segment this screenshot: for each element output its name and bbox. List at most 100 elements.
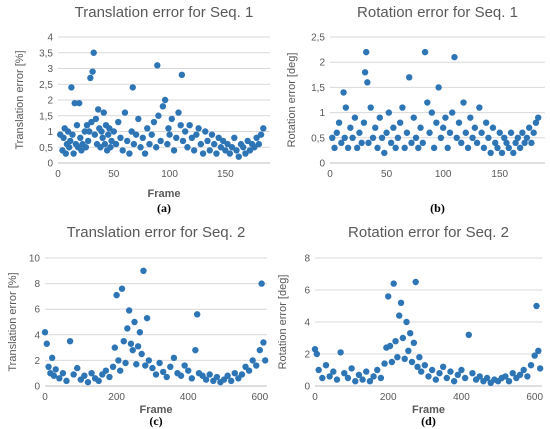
chart-a-data-point: [106, 125, 113, 132]
chart-d-data-point: [469, 370, 476, 377]
chart-b-data-point: [417, 124, 424, 131]
chart-a-data-point: [126, 150, 133, 157]
chart-b-data-point: [485, 134, 492, 141]
chart-a-data-point: [77, 134, 84, 141]
chart-d-x-tick-label: 600: [526, 392, 543, 403]
chart-c-data-point: [134, 343, 142, 350]
chart-d-data-point: [322, 362, 330, 369]
chart-b-data-point: [347, 124, 354, 131]
chart-c-data-point: [262, 357, 269, 364]
chart-a-data-point: [253, 134, 260, 141]
chart-a-data-point: [202, 128, 209, 135]
chart-b-data-point: [433, 119, 440, 126]
chart-b-data-point: [492, 139, 499, 147]
chart-a-data-point: [78, 147, 85, 154]
chart-a-data-point: [100, 109, 107, 116]
chart-b-data-point: [516, 144, 524, 152]
chart-c-data-point: [256, 346, 264, 354]
chart-d-data-point: [520, 366, 527, 374]
chart-b-data-point: [519, 129, 526, 136]
chart-a-data-point: [139, 134, 146, 141]
chart-b-data-point: [442, 114, 449, 121]
chart-a-data-point: [91, 131, 99, 138]
chart-a-data-point: [179, 137, 187, 145]
chart-b-data-point: [469, 134, 476, 141]
chart-d-data-point: [412, 278, 419, 286]
chart-d-x-axis-label: Frame: [412, 404, 445, 416]
chart-d-data-point: [319, 374, 326, 382]
chart-d-data-point: [405, 347, 412, 354]
chart-d-data-point: [432, 376, 440, 383]
chart-c-data-point: [70, 371, 77, 378]
chart-b-data-point: [501, 134, 508, 141]
chart-d-data-point: [408, 358, 416, 366]
chart-d-data-point: [421, 362, 429, 369]
chart-a-data-point: [150, 118, 158, 126]
chart-b-data-point: [408, 139, 415, 147]
chart-c-data-point: [185, 367, 192, 374]
chart-c-data-point: [120, 338, 127, 345]
chart-b-data-point: [426, 129, 433, 136]
chart-a-data-point: [86, 128, 93, 135]
chart-b-data-point: [503, 139, 510, 147]
chart-d-data-point: [436, 370, 443, 377]
chart-b-data-point: [514, 134, 522, 141]
chart-c-data-point: [84, 378, 92, 386]
chart-a-data-point: [71, 99, 78, 107]
chart-a-data-point: [204, 137, 211, 145]
chart-a-data-point: [107, 144, 114, 151]
chart-a-data-point: [177, 122, 184, 129]
chart-c-data-point: [245, 367, 253, 374]
chart-c-data-point: [181, 362, 188, 369]
chart-b-data-point: [392, 144, 399, 152]
chart-a-data-point: [165, 125, 172, 132]
chart-b-data-point: [340, 89, 347, 96]
chart-a-data-point: [64, 128, 72, 135]
chart-a-data-point: [228, 144, 236, 151]
chart-b-data-point: [478, 129, 485, 136]
chart-c-data-point: [253, 362, 260, 369]
chart-b-data-point: [356, 129, 363, 136]
chart-a-data-point: [251, 144, 258, 151]
chart-d-data-point: [333, 376, 341, 383]
chart-a-y-tick-label: 2: [47, 96, 53, 107]
chart-d-data-point: [396, 312, 403, 319]
chart-b-data-point: [374, 144, 381, 152]
chart-a-data-point: [101, 140, 109, 148]
chart-c-data-point: [124, 325, 131, 332]
chart-b-svg: Rotation error for Seq. 1 0 0,5 1 1,5 2 2,5 0 50…: [286, 4, 545, 215]
chart-a-data-point: [195, 125, 202, 132]
chart-c-data-point: [125, 307, 133, 314]
chart-c-data-point: [249, 357, 256, 364]
chart-a-data-point: [144, 125, 151, 132]
chart-c-y-tick-label: 10: [29, 254, 41, 265]
chart-b-data-point: [525, 124, 533, 131]
chart-c-data-point: [136, 329, 144, 336]
chart-d-data-point: [401, 355, 408, 362]
chart-a-data-point: [219, 137, 227, 145]
chart-c-data-point: [95, 377, 102, 385]
chart-d-data-point: [390, 280, 397, 287]
chart-b-data-point: [428, 109, 436, 116]
chart-b-data-point: [344, 144, 352, 152]
chart-c-data-point: [138, 350, 145, 358]
chart-d-data-point: [355, 371, 363, 378]
chart-d-data-point: [370, 373, 377, 380]
chart-b-data-point: [415, 144, 422, 152]
chart-d-data-point: [410, 339, 418, 346]
chart-a-data-point: [188, 134, 196, 141]
chart-b-data-point: [451, 53, 458, 61]
chart-d-data-point: [476, 373, 483, 380]
chart-panel-b: Rotation error for Seq. 1 0 0,5 1 1,5 2 2,5 0 50…: [275, 0, 550, 215]
chart-a-data-point: [197, 140, 205, 148]
chart-a-y-tick-label: 3,5: [39, 48, 53, 59]
chart-b-data-point: [535, 114, 542, 121]
chart-a-svg: Translation error for Seq. 1 0 0,5 1 1,5 2 2,5…: [14, 4, 270, 215]
chart-d-x-tick-label: 0: [312, 392, 318, 403]
chart-b-y-tick-label: 2,5: [311, 33, 325, 44]
chart-c-y-tick-label: 6: [34, 305, 40, 316]
chart-c-data-point: [106, 373, 113, 381]
chart-b-data-point: [360, 119, 368, 126]
chart-a-data-point: [128, 128, 135, 135]
chart-d-y-tick-label: 2: [304, 350, 310, 361]
